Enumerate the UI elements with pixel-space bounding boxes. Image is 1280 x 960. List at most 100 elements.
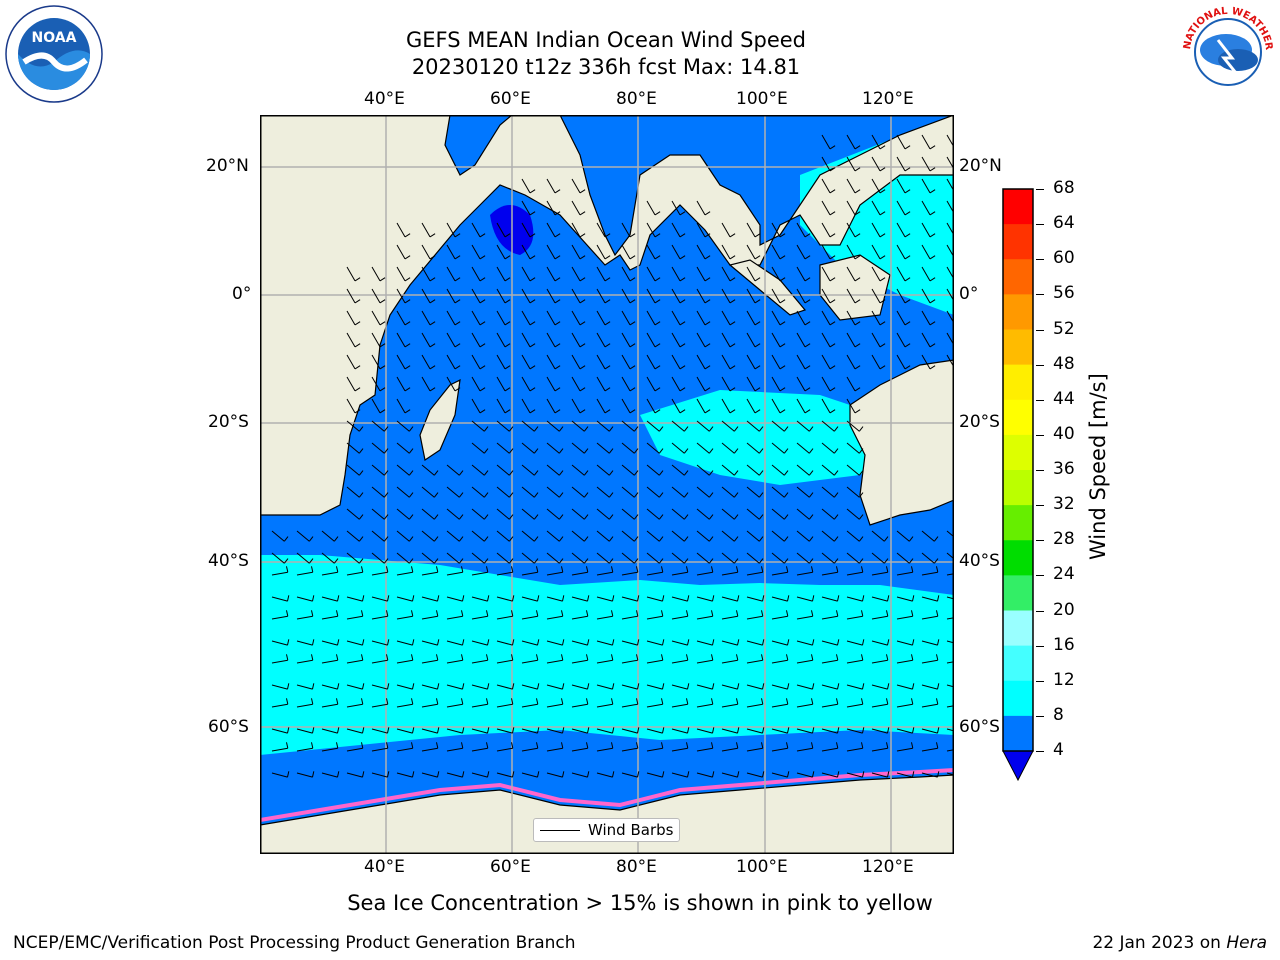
wind-barb-flag — [604, 321, 611, 326]
wind-barb-staff — [821, 310, 831, 326]
wind-barb-flag — [754, 233, 761, 238]
wind-barb-flag — [508, 492, 514, 498]
wind-barb-staff — [546, 640, 563, 646]
wind-barb-staff — [921, 703, 938, 708]
colorbar-extend-arrow — [1002, 750, 1034, 782]
wind-barb-staff — [321, 684, 338, 690]
wind-barb-flag — [386, 742, 389, 749]
wind-barb-staff — [821, 200, 831, 216]
wind-barb-flag — [733, 448, 739, 454]
wind-barb-flag — [529, 365, 536, 370]
wind-barb-staff — [621, 530, 635, 542]
wind-barb-flag — [812, 771, 815, 778]
wind-barb-flag — [433, 536, 439, 542]
wind-barb-staff — [571, 571, 588, 576]
wind-barb-flag — [487, 771, 490, 778]
wind-barb-staff — [471, 420, 485, 432]
wind-barb-staff — [621, 310, 631, 326]
wind-barb-staff — [446, 728, 463, 734]
wind-barb-staff — [596, 747, 613, 752]
wind-barb-staff — [796, 376, 806, 392]
wind-barb-staff — [671, 398, 681, 414]
wind-barb-staff — [646, 442, 660, 454]
wind-barb-staff — [571, 244, 581, 260]
wind-barb-staff — [321, 552, 335, 564]
wind-barb-staff — [646, 288, 656, 304]
wind-barb-staff — [596, 376, 606, 392]
wind-barb-staff — [596, 310, 606, 326]
wind-barb-staff — [621, 244, 631, 260]
wind-barb-flag — [654, 211, 661, 216]
wind-barb-staff — [496, 244, 506, 260]
wind-barb-staff — [571, 486, 585, 498]
wind-barb-staff — [896, 659, 913, 664]
wind-barb-flag — [761, 698, 764, 705]
colorbar-segment — [1003, 575, 1033, 611]
wind-barb-staff — [271, 640, 288, 646]
colorbar-segment — [1003, 224, 1033, 260]
wind-barb-flag — [561, 742, 564, 749]
wind-barb-flag — [904, 145, 911, 150]
colorbar-segment — [1003, 364, 1033, 401]
wind-barb-flag — [383, 448, 389, 454]
wind-barb-staff — [321, 530, 335, 542]
colorbar-tick-mark — [1036, 540, 1044, 542]
wind-barb-flag — [883, 558, 889, 564]
wind-barb-staff — [696, 747, 713, 752]
wind-barb-flag — [658, 448, 664, 454]
wind-barb-staff — [746, 552, 760, 564]
wind-barb-flag — [729, 299, 736, 304]
wind-barb-staff — [696, 728, 713, 734]
wind-barb-staff — [296, 530, 310, 542]
wind-barb-staff — [896, 615, 913, 620]
wind-barb-flag — [404, 387, 411, 392]
wind-barb-flag — [879, 343, 886, 348]
wind-barb-staff — [546, 615, 563, 620]
wind-barb-flag — [879, 299, 886, 304]
colorbar-segment — [1003, 294, 1033, 330]
wind-barb-staff — [371, 728, 388, 734]
wind-barb-staff — [421, 571, 438, 576]
wind-barb-staff — [421, 486, 435, 498]
wind-barb-staff — [571, 222, 581, 238]
wind-barb-staff — [721, 464, 735, 476]
wind-barb-flag — [786, 698, 789, 705]
wind-barb-flag — [454, 255, 461, 260]
wind-barb-staff — [521, 310, 531, 326]
wind-barb-staff — [296, 747, 313, 752]
wind-barb-flag — [558, 492, 564, 498]
wind-barb-staff — [746, 464, 760, 476]
wind-barb-flag — [536, 610, 539, 617]
wind-barb-staff — [846, 354, 856, 370]
footer-date-text: 22 Jan 2023 on — [1092, 933, 1227, 953]
wind-barb-staff — [746, 288, 756, 304]
wind-barb-flag — [287, 639, 290, 646]
wind-barb-staff — [671, 571, 688, 576]
wind-barb-staff — [521, 244, 531, 260]
wind-barb-staff — [721, 288, 731, 304]
wind-barb-flag — [533, 558, 539, 564]
wind-barb-flag — [804, 321, 811, 326]
wind-barb-flag — [437, 595, 440, 602]
wind-barb-flag — [837, 727, 840, 734]
wind-barb-flag — [533, 492, 539, 498]
wind-barb-flag — [579, 365, 586, 370]
wind-barb-staff — [321, 703, 338, 708]
wind-barb-flag — [762, 595, 765, 602]
wind-barb-staff — [371, 703, 388, 708]
wind-barb-flag — [704, 409, 711, 414]
wind-barb-flag — [861, 742, 864, 749]
wind-barb-staff — [571, 288, 581, 304]
wind-barb-staff — [696, 288, 706, 304]
colorbar-tick-mark — [1036, 224, 1044, 226]
map-legend: Wind Barbs — [533, 818, 681, 842]
wind-barb-flag — [333, 558, 339, 564]
wind-barb-staff — [446, 571, 463, 576]
wind-barb-staff — [871, 178, 881, 194]
wind-barb-flag — [604, 387, 611, 392]
wind-barb-flag — [754, 343, 761, 348]
wind-barb-flag — [308, 558, 314, 564]
wind-barb-flag — [511, 654, 514, 661]
wind-barb-staff — [846, 442, 860, 454]
wind-barb-staff — [721, 703, 738, 708]
